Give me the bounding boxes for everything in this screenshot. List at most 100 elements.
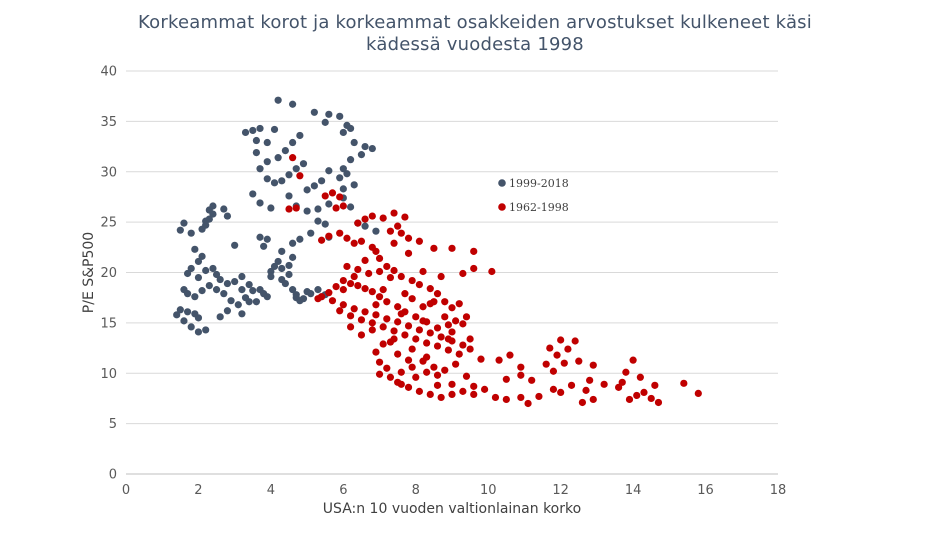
data-point-series-2 (481, 385, 489, 393)
data-point-series-2 (441, 298, 449, 306)
x-tick-label: 6 (339, 483, 347, 498)
data-point-series-1 (267, 204, 275, 212)
data-point-series-2 (336, 307, 344, 315)
y-tick-label: 5 (109, 417, 117, 432)
data-point-series-2 (350, 272, 358, 281)
data-point-series-1 (183, 308, 192, 316)
data-point-series-2 (375, 358, 384, 366)
data-point-series-2 (575, 357, 583, 365)
data-point-series-2 (390, 239, 398, 247)
chart-title-line-1: Korkeammat korot ja korkeammat osakkeide… (138, 12, 812, 33)
data-point-series-1 (321, 118, 329, 126)
data-point-series-2 (325, 289, 333, 297)
data-point-series-2 (408, 276, 416, 285)
data-point-series-2 (433, 381, 442, 389)
data-point-series-2 (654, 398, 663, 407)
x-tick-label: 2 (194, 483, 202, 498)
data-point-series-2 (412, 313, 420, 321)
data-point-series-2 (386, 338, 395, 346)
data-point-series-2 (354, 265, 362, 274)
data-point-series-1 (223, 212, 232, 220)
data-point-series-1 (336, 112, 344, 120)
data-point-series-2 (448, 244, 456, 252)
data-point-series-2 (357, 331, 366, 339)
y-tick-label: 35 (100, 115, 117, 130)
data-point-series-1 (361, 222, 369, 230)
legend-marker-series-2 (498, 203, 506, 211)
data-point-series-2 (394, 303, 402, 311)
data-point-series-2 (423, 368, 431, 376)
data-point-series-2 (397, 272, 405, 281)
data-point-series-1 (314, 286, 322, 294)
data-point-series-2 (372, 311, 380, 319)
data-point-series-2 (462, 313, 471, 321)
y-tick-label: 25 (100, 216, 117, 231)
data-point-series-2 (419, 267, 427, 276)
data-point-series-1 (191, 310, 199, 318)
data-point-series-1 (173, 311, 181, 319)
data-point-series-2 (423, 339, 431, 347)
data-point-series-1 (310, 108, 318, 116)
data-point-series-2 (386, 273, 395, 282)
data-point-series-2 (415, 387, 423, 395)
data-point-series-2 (415, 237, 423, 245)
data-point-series-1 (267, 272, 275, 281)
data-point-series-1 (346, 124, 355, 133)
data-point-series-2 (470, 382, 478, 390)
data-point-series-2 (397, 229, 405, 237)
data-point-series-2 (517, 393, 525, 402)
data-point-series-2 (549, 385, 558, 393)
data-point-series-2 (586, 376, 594, 384)
data-point-series-2 (412, 335, 420, 343)
data-point-series-2 (332, 204, 340, 212)
data-point-series-1 (314, 217, 322, 225)
data-point-series-2 (372, 348, 380, 356)
data-point-series-1 (357, 151, 366, 159)
data-point-series-1 (285, 171, 293, 179)
data-point-series-1 (238, 272, 246, 281)
x-tick-label: 10 (480, 483, 497, 498)
data-point-series-2 (404, 322, 413, 330)
data-point-series-1 (256, 165, 264, 173)
data-point-series-2 (582, 386, 590, 394)
data-point-series-1 (263, 138, 271, 147)
data-point-series-2 (390, 209, 398, 217)
data-point-series-2 (524, 399, 532, 408)
data-point-series-1 (314, 205, 322, 213)
data-point-series-2 (368, 319, 376, 327)
data-point-series-2 (452, 317, 460, 325)
data-point-series-1 (263, 235, 271, 243)
data-point-series-1 (263, 158, 271, 166)
data-point-series-1 (245, 280, 253, 289)
data-point-series-2 (386, 373, 395, 381)
data-point-series-2 (390, 327, 398, 335)
data-point-series-2 (408, 363, 416, 371)
data-point-series-2 (466, 335, 474, 343)
y-tick-label: 20 (100, 266, 117, 281)
data-point-series-2 (589, 395, 597, 404)
data-point-series-2 (368, 212, 376, 220)
data-point-series-1 (220, 290, 228, 298)
data-point-series-2 (383, 298, 391, 306)
data-point-series-2 (404, 234, 413, 242)
data-point-series-2 (441, 366, 449, 374)
data-point-series-2 (459, 341, 467, 349)
data-point-series-2 (567, 381, 576, 389)
data-point-series-2 (296, 172, 304, 180)
data-point-series-2 (401, 290, 409, 298)
data-point-series-1 (191, 245, 199, 253)
data-point-series-2 (560, 359, 568, 367)
data-point-series-2 (386, 227, 395, 235)
data-point-series-2 (390, 266, 398, 275)
data-point-series-2 (444, 346, 452, 354)
data-point-series-1 (220, 205, 228, 213)
data-point-series-1 (346, 156, 355, 164)
data-point-series-1 (256, 286, 264, 294)
data-point-series-2 (343, 262, 351, 271)
data-point-series-1 (270, 179, 279, 187)
data-point-series-2 (368, 288, 376, 296)
data-point-series-2 (419, 317, 427, 325)
data-point-series-1 (194, 257, 203, 266)
data-point-series-2 (343, 234, 351, 242)
